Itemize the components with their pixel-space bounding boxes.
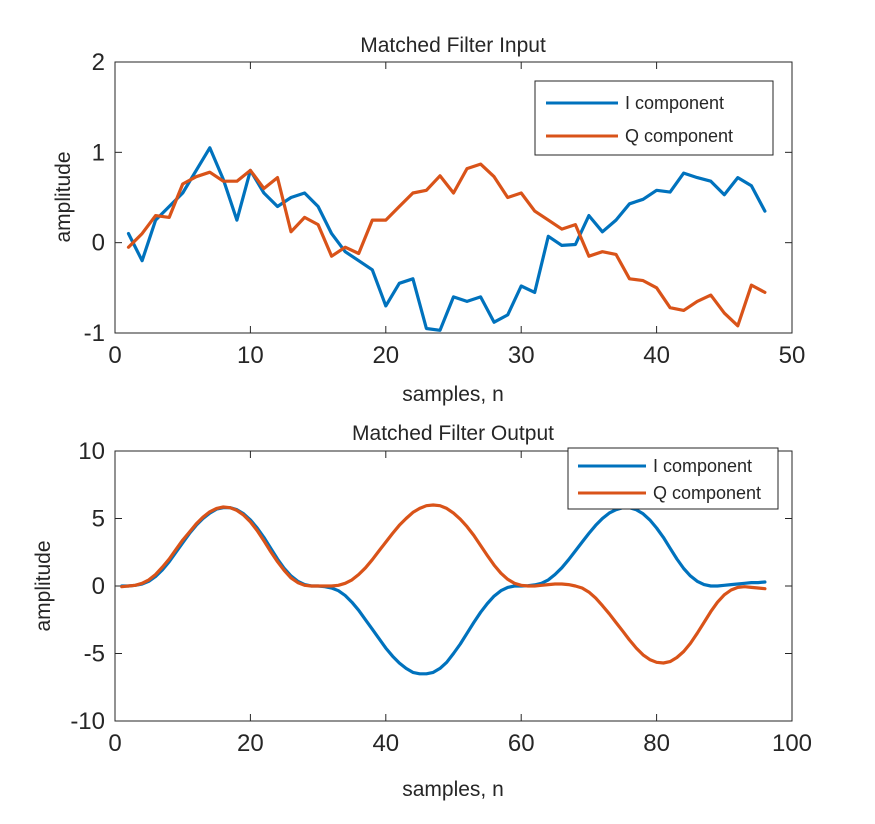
y-tick-label: -1 <box>84 320 105 347</box>
plot-frame <box>114 450 793 722</box>
x-tick-label: 60 <box>508 730 535 757</box>
y-axis-label: amplitude <box>52 151 75 242</box>
x-tick-label: 50 <box>779 342 806 369</box>
y-tick-label: 0 <box>92 573 105 600</box>
x-tick-label: 80 <box>643 730 670 757</box>
output-chart: 0 20 40 60 80 100 -10 -5 0 5 10 Matched Filter Out… <box>32 422 812 801</box>
legend-label-i: I component <box>653 456 752 476</box>
y-tick-label: 1 <box>92 139 105 166</box>
legend-box <box>534 80 774 156</box>
y-tick-label: 10 <box>78 438 105 465</box>
x-tick-label: 0 <box>108 342 121 369</box>
y-tick-label: 2 <box>92 49 105 76</box>
legend-label-i: I component <box>625 93 724 113</box>
y-tick-label: 0 <box>92 230 105 257</box>
legend-label-q: Q component <box>653 483 761 503</box>
series-layer <box>126 146 767 332</box>
chart-title: Matched Filter Input <box>360 34 546 57</box>
x-tick-label: 40 <box>643 342 670 369</box>
x-tick-label: 40 <box>372 730 399 757</box>
legend: I component Q component <box>534 80 774 156</box>
series-line-i-component <box>126 146 767 332</box>
x-tick-label: 10 <box>237 342 264 369</box>
tick-layer: 0 20 40 60 80 100 -10 -5 0 5 10 <box>70 438 812 757</box>
series-layer <box>120 503 767 676</box>
series-line-q-component <box>126 162 767 328</box>
chart-title: Matched Filter Output <box>352 422 554 445</box>
y-tick-label: -5 <box>84 641 105 668</box>
x-axis-label: samples, n <box>402 778 504 801</box>
x-tick-label: 20 <box>372 342 399 369</box>
series-line-q-component <box>120 503 767 665</box>
y-tick-label: -10 <box>70 708 105 735</box>
y-tick-label: 5 <box>92 506 105 533</box>
x-tick-label: 20 <box>237 730 264 757</box>
plot-frame <box>114 61 793 334</box>
legend-box <box>567 447 779 510</box>
x-tick-label: 30 <box>508 342 535 369</box>
x-tick-label: 0 <box>108 730 121 757</box>
legend: I component Q component <box>567 447 779 510</box>
legend-label-q: Q component <box>625 126 733 146</box>
x-axis-label: samples, n <box>402 383 504 406</box>
x-tick-label: 100 <box>772 730 812 757</box>
y-axis-label: amplitude <box>32 540 55 631</box>
